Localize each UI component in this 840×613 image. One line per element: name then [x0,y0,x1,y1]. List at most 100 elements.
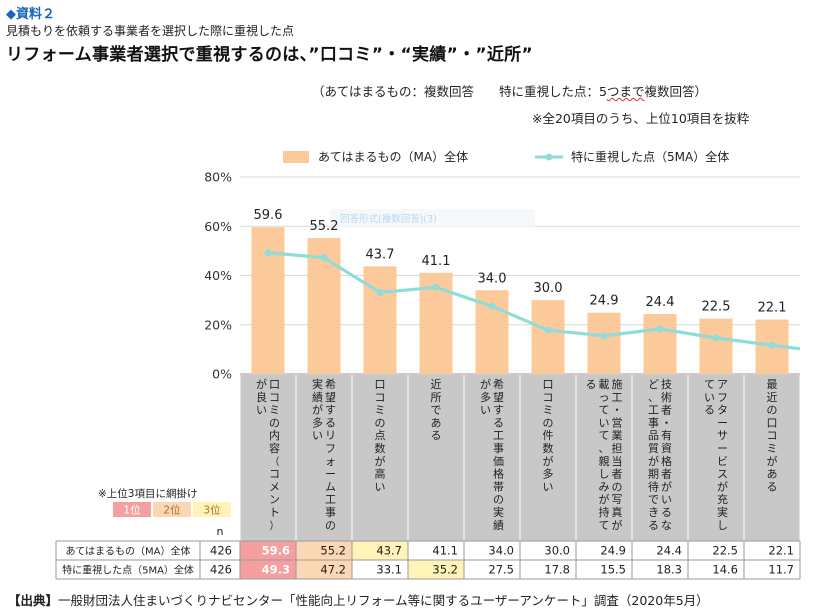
overlay-text-box [330,209,535,228]
line-point [264,249,272,257]
table-rank-highlight [408,560,464,579]
y-tick-label: 20% [204,317,232,332]
legend-bar-label: あてはまるもの（MA）全体 [318,149,468,164]
table-value: 27.5 [488,563,514,577]
table-row-label: 特に重視した点（5MA）全体 [62,564,194,577]
bar-data-label: 30.0 [534,281,563,296]
bar [587,312,621,374]
line-point [768,341,776,349]
line-point [488,302,496,310]
bar-data-label: 24.4 [646,295,675,310]
table-value: 22.5 [712,544,738,558]
table-rank-highlight [296,541,352,560]
category-label: 希望する工事価格帯の実績が多い [480,377,504,532]
line-point [376,288,384,296]
table-value: 55.2 [320,544,346,558]
chart-title: リフォーム事業者選択で重視するのは、”口コミ”・“実績”・”近所” [6,45,533,65]
legend-line-marker [545,153,553,161]
category-label: 希望するリフォーム工事の実績が多い [312,377,336,532]
category-label: 施工・営業担当者の写真が載っていて、親しみが持てる [586,378,623,532]
rank-legend-label: 3位 [203,504,221,517]
items-note: ※全20項目のうち、上位10項目を抜粋 [532,111,750,126]
document-label: ◆資料２ [6,7,55,22]
legend-bar-swatch [283,151,309,163]
table-value: 30.0 [544,544,570,558]
overlay-text-layer: 回答形式(複数回答)(3) [330,209,535,228]
y-axis: 0% 20% 40% 60% 80% [204,170,232,382]
category-labels: 口コミの内容（コメント）が良い 希望するリフォーム工事の実績が多い 口コミの点数が高… [256,377,778,532]
table-value: 34.0 [488,544,514,558]
bar [699,318,733,374]
table-n-value: 426 [210,563,232,577]
table-value: 47.2 [320,563,346,577]
table-value: 22.1 [768,544,794,558]
line-point [544,326,552,334]
bar-data-label: 43.7 [366,247,395,262]
category-label: 口コミの内容（コメント）が良い [256,377,280,532]
bar-data-label: 22.1 [758,301,787,316]
table-rank-highlight [240,541,296,560]
table-n-value: 426 [210,544,232,558]
line-point [320,254,328,262]
table-value: 59.6 [262,544,290,558]
table-value: 17.8 [544,563,570,577]
rank-legend-swatch [153,502,191,517]
category-label: 技術者・有資格者がいるなど、工事品質が期待できる [648,378,672,532]
legend: あてはまるもの（MA）全体 特に重視した点（5MA）全体 [283,149,729,164]
rank-legend-swatch [193,502,231,517]
bar [643,313,677,374]
category-label: 最近の口コミがある [767,378,778,493]
y-tick-label: 60% [204,219,232,234]
table-row-label: あてはまるもの（MA）全体 [65,545,190,558]
bar-data-label: 55.2 [310,219,339,234]
category-label: アフターサービスが充実している [704,378,728,532]
table-value: 33.1 [376,563,402,577]
chart-subtitle: 見積もりを依頼する事業者を選択した際に重視した点 [6,24,295,38]
rank-legend-label: 1位 [123,504,141,517]
bar-data-label: 41.1 [422,254,451,269]
table-value: 43.7 [376,544,402,558]
bar-data-label: 59.6 [254,208,283,223]
table-value: 35.2 [432,563,458,577]
category-label: 近所である [431,378,442,442]
table-rank-highlight [296,560,352,579]
table-value: 15.5 [600,563,626,577]
table-rank-highlight [240,560,296,579]
chart: あてはまるもの（MA）全体 特に重視した点（5MA）全体 0%20%40%60%8… [55,149,801,580]
y-tick-label: 40% [204,268,232,283]
rank-legend-note: ※上位3項目に網掛け [98,487,197,500]
table-value: 41.1 [432,544,458,558]
table-value: 24.4 [656,544,682,558]
category-label: 口コミの点数が高い [375,378,386,493]
bar-data-label: 34.0 [478,271,507,286]
table-n-header: n [217,525,224,538]
bar [531,300,565,374]
line-point [712,334,720,342]
answer-format-note: （あてはまるもの：複数回答 特に重視した点：5つまで複数回答） [312,84,707,99]
y-tick-label: 80% [204,170,232,185]
rank-legend-swatch [113,502,151,517]
table-value: 49.3 [262,563,290,577]
y-tick-label: 0% [212,367,232,382]
bar-data-label: 22.5 [702,300,731,315]
line-series [264,249,801,351]
table-value: 14.6 [712,563,738,577]
line-point [600,332,608,340]
table-rank-highlight [352,541,408,560]
rank-legend: ※上位3項目に網掛け 1位 2位 3位 n [98,487,231,538]
line-point [432,283,440,291]
bar-data-label: 24.9 [590,294,619,309]
bar [363,266,397,374]
line-point [656,325,664,333]
category-label-cells [239,375,801,541]
table-value: 24.9 [600,544,626,558]
category-label: 口コミの件数が多い [543,378,554,493]
source-citation: 【出典】一般財団法人住まいづくりナビセンター「性能向上リフォーム等に関するユーザ… [8,593,709,608]
bar-data-labels: 59.6 55.2 43.7 41.1 34.0 30.0 24.9 24.4 22.5 22.1 [254,208,787,315]
overlay-text: 回答形式(複数回答)(3) [340,213,437,225]
legend-line-label: 特に重視した点（5MA）全体 [571,149,729,164]
table-value: 11.7 [768,563,794,577]
rank-legend-label: 2位 [163,504,181,517]
table-value: 18.3 [656,563,682,577]
data-table: あてはまるもの（MA）全体 426 59.6 55.2 43.7 41.1 34.0 30.0… [55,540,801,580]
